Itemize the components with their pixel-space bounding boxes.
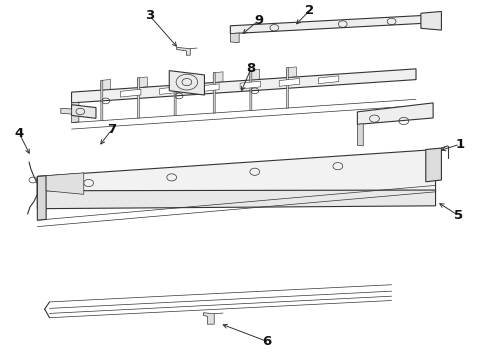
Text: 8: 8 [246,62,255,75]
Polygon shape [37,176,46,220]
Polygon shape [138,78,140,118]
Polygon shape [279,78,300,86]
Polygon shape [287,68,289,108]
Polygon shape [426,148,441,182]
Polygon shape [198,84,219,92]
Text: 9: 9 [254,14,263,27]
Text: 7: 7 [107,122,117,136]
Polygon shape [250,70,252,111]
Polygon shape [357,124,363,146]
Polygon shape [37,149,436,192]
Polygon shape [240,81,261,89]
Text: 3: 3 [145,9,154,22]
Polygon shape [230,15,431,34]
Text: 1: 1 [455,138,465,150]
Polygon shape [287,67,296,78]
Polygon shape [203,313,214,324]
Polygon shape [318,76,339,84]
Polygon shape [169,71,204,95]
Polygon shape [138,77,147,88]
Polygon shape [357,103,433,125]
Polygon shape [250,69,260,80]
Polygon shape [61,108,72,114]
Polygon shape [72,69,416,103]
Text: 6: 6 [262,335,271,348]
Polygon shape [159,86,180,94]
Polygon shape [101,80,103,121]
Polygon shape [174,75,184,85]
Polygon shape [230,33,239,42]
Polygon shape [46,173,84,194]
Polygon shape [72,105,96,118]
Polygon shape [421,12,441,30]
Text: 2: 2 [305,4,314,17]
Polygon shape [213,72,223,82]
Polygon shape [37,190,436,209]
Polygon shape [72,102,79,123]
Text: 4: 4 [15,127,24,140]
Polygon shape [176,47,190,55]
Text: 5: 5 [454,210,464,222]
Polygon shape [121,89,141,97]
Polygon shape [101,80,111,90]
Polygon shape [213,72,215,113]
Polygon shape [174,75,176,116]
